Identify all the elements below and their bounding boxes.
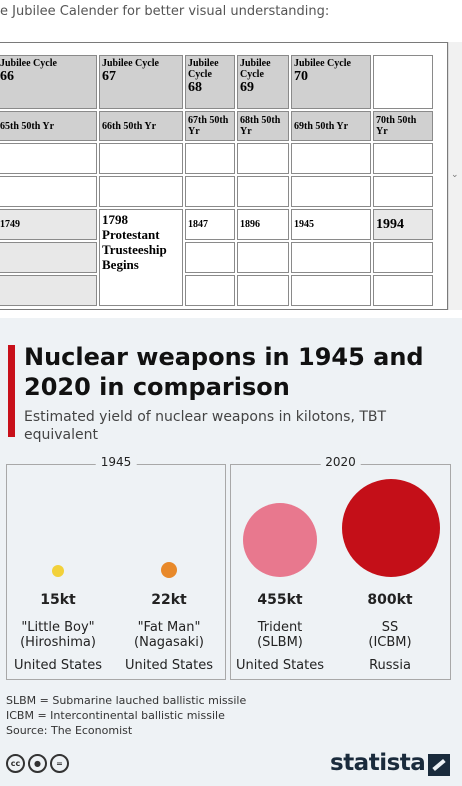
empty-cell: [237, 275, 289, 306]
header-cell-69: Jubilee Cycle 69: [237, 55, 289, 109]
license-icons: cc ● =: [6, 754, 69, 773]
sub-cell: 69th 50th Yr: [291, 111, 371, 141]
header-cell-empty: [373, 55, 433, 109]
yield-label: 15kt: [40, 592, 76, 608]
empty-cell: [237, 176, 289, 207]
panel-year-label: 1945: [95, 455, 137, 469]
empty-cell: [291, 275, 371, 306]
weapon-name: "Fat Man" (Nagasaki): [134, 620, 204, 650]
header-cell-70: Jubilee Cycle 70: [291, 55, 371, 109]
header-cell-68: Jubilee Cycle 68: [185, 55, 235, 109]
empty-cell: [185, 242, 235, 273]
statista-logo[interactable]: statista: [330, 750, 426, 776]
empty-cell: [291, 176, 371, 207]
jubilee-table-widget: Jubilee Cycle 66 Jubilee Cycle 67 Jubilee …: [0, 42, 462, 310]
fat-man-circle: [161, 562, 177, 578]
sub-cell: 67th 50th Yr: [185, 111, 235, 141]
ss-circle: [342, 479, 440, 577]
year-cell-1847: 1847: [185, 209, 235, 240]
country-label: United States: [235, 658, 325, 673]
equal-icon[interactable]: =: [50, 754, 69, 773]
panel-1945: 1945 15kt "Little Boy" (Hiroshima) United…: [6, 455, 226, 680]
table-scrollbar[interactable]: ⌄: [448, 42, 462, 310]
attribution-icon[interactable]: ●: [28, 754, 47, 773]
empty-cell: [373, 143, 433, 174]
empty-cell: [291, 242, 371, 273]
infographic-title: Nuclear weapons in 1945 and 2020 in comp…: [24, 343, 424, 401]
sub-cell: 65th 50th Yr: [0, 111, 97, 141]
empty-cell: [185, 143, 235, 174]
empty-cell: [185, 275, 235, 306]
year-cell-1994: 1994: [373, 209, 433, 240]
empty-cell: [237, 242, 289, 273]
empty-cell: [0, 176, 97, 207]
panel-year-label: 2020: [320, 455, 361, 469]
weapon-name: Trident (SLBM): [257, 620, 303, 650]
year-1798: 1798: [102, 212, 128, 227]
little-boy-circle: [52, 565, 64, 577]
empty-cell: [373, 176, 433, 207]
weapon-name: SS (ICBM): [368, 620, 412, 650]
empty-cell: [0, 143, 97, 174]
weapon-name: "Little Boy" (Hiroshima): [20, 620, 96, 650]
source-note: Source: The Economist: [6, 724, 133, 737]
panel-2020: 2020 455kt Trident (SLBM) United States 8…: [230, 455, 451, 680]
trident-circle: [243, 503, 317, 577]
footnote-icbm: ICBM = Intercontinental ballistic missil…: [6, 709, 225, 722]
empty-cell: [291, 143, 371, 174]
country-label: United States: [13, 658, 103, 673]
infographic-subtitle: Estimated yield of nuclear weapons in ki…: [24, 409, 387, 443]
footnotes: SLBM = Submarine lauched ballistic missi…: [6, 693, 246, 738]
header-cell-66: Jubilee Cycle 66: [0, 55, 97, 109]
nuclear-infographic: Nuclear weapons in 1945 and 2020 in comp…: [0, 318, 462, 786]
yield-label: 800kt: [367, 592, 413, 608]
empty-cell: [373, 242, 433, 273]
table-frame: Jubilee Cycle 66 Jubilee Cycle 67 Jubilee …: [0, 42, 448, 310]
country-label: United States: [124, 658, 214, 673]
chevron-down-icon[interactable]: ⌄: [451, 170, 459, 180]
year-cell-1749: 1749: [0, 209, 97, 240]
empty-cell: [99, 143, 183, 174]
year-cell-1945: 1945: [291, 209, 371, 240]
year-cell-1798: 1798 Protestant Trusteeship Begins: [99, 209, 183, 306]
sub-cell: 68th 50th Yr: [237, 111, 289, 141]
footnote-slbm: SLBM = Submarine lauched ballistic missi…: [6, 694, 247, 707]
page-caption: e Jubilee Calender for better visual und…: [0, 4, 330, 19]
sub-cell: 66th 50th Yr: [99, 111, 183, 141]
yield-label: 22kt: [151, 592, 187, 608]
header-cell-67: Jubilee Cycle 67: [99, 55, 183, 109]
empty-cell: [185, 176, 235, 207]
empty-cell: [0, 275, 97, 306]
yield-label: 455kt: [257, 592, 303, 608]
cc-icon[interactable]: cc: [6, 754, 25, 773]
event-protestant-trusteeship: Protestant Trusteeship Begins: [102, 227, 167, 272]
jubilee-table: Jubilee Cycle 66 Jubilee Cycle 67 Jubilee …: [0, 53, 435, 308]
empty-cell: [99, 176, 183, 207]
country-label: Russia: [369, 658, 411, 673]
empty-cell: [237, 143, 289, 174]
year-cell-1896: 1896: [237, 209, 289, 240]
empty-cell: [0, 242, 97, 273]
empty-cell: [373, 275, 433, 306]
sub-cell: 70th 50th Yr: [373, 111, 433, 141]
title-accent-bar: [8, 345, 15, 437]
statista-logo-icon: [428, 754, 450, 776]
